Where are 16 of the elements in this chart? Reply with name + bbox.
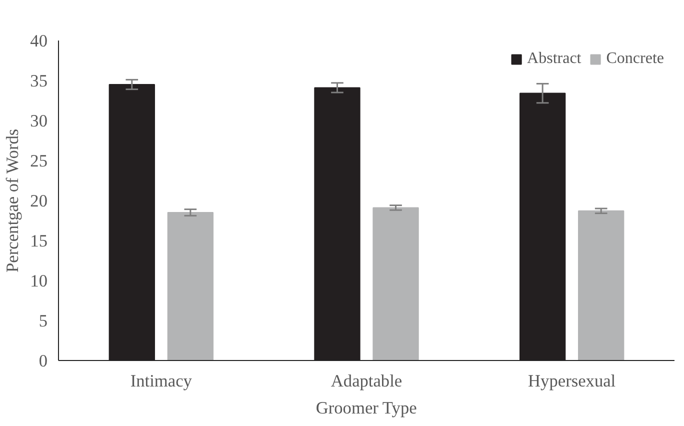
y-tick-label: 10 [30,272,48,290]
y-tick-label: 5 [38,312,48,330]
y-tick-label: 25 [30,152,48,170]
legend-label: Abstract [527,50,582,68]
x-tick-label: Hypersexual [528,372,616,390]
y-axis-title: Percentgae of Words [3,128,22,272]
legend-label: Concrete [606,50,664,68]
x-tick-label: Adaptable [330,372,402,390]
x-tick-label: Intimacy [130,372,192,390]
y-tick-label: 20 [30,192,48,210]
y-tick-label: 0 [38,352,48,370]
y-tick-label: 15 [30,232,48,250]
y-tick-label: 30 [30,112,48,130]
x-axis-title: Groomer Type [316,398,418,418]
y-tick-label: 40 [30,32,48,50]
y-tick-label: 35 [30,72,48,90]
